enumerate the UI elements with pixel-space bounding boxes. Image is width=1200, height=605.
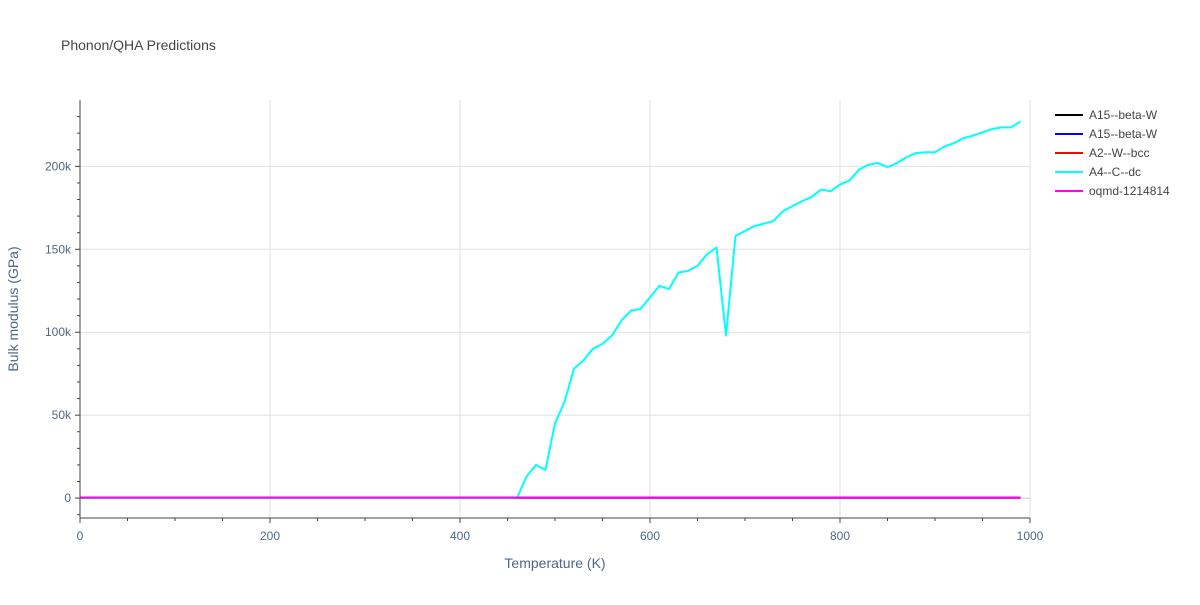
x-tick-label: 0	[77, 529, 84, 543]
grid	[80, 100, 1031, 518]
legend[interactable]: A15--beta-W A15--beta-W A2--W--bcc A4--C--d…	[1055, 108, 1170, 198]
x-tick-label: 200	[260, 529, 280, 543]
x-tick-label: 600	[640, 529, 660, 543]
legend-item[interactable]: A15--beta-W	[1055, 127, 1158, 141]
legend-label: A2--W--bcc	[1089, 146, 1149, 160]
series-line-a4-c-dc-3[interactable]	[80, 120, 1022, 500]
axes: 0 200 400 600 800 1000 0 50k 100k 150k 200k	[45, 100, 1044, 543]
y-tick-label: 100k	[45, 325, 72, 339]
x-tick-label: 800	[830, 529, 850, 543]
y-tick-label: 200k	[45, 159, 72, 173]
x-axis-label: Temperature (K)	[504, 555, 605, 571]
legend-label: A15--beta-W	[1089, 127, 1158, 141]
chart-title: Phonon/QHA Predictions	[61, 37, 216, 53]
series-layer	[80, 120, 1022, 500]
x-tick-label: 400	[450, 529, 470, 543]
legend-item[interactable]: oqmd-1214814	[1055, 184, 1170, 198]
legend-item[interactable]: A2--W--bcc	[1055, 146, 1149, 160]
legend-label: A4--C--dc	[1089, 165, 1141, 179]
y-tick-label: 50k	[52, 408, 72, 422]
legend-label: A15--beta-W	[1089, 108, 1158, 122]
legend-item[interactable]: A15--beta-W	[1055, 108, 1158, 122]
legend-label: oqmd-1214814	[1089, 184, 1170, 198]
x-tick-label: 1000	[1017, 529, 1044, 543]
legend-item[interactable]: A4--C--dc	[1055, 165, 1141, 179]
y-tick-label: 150k	[45, 242, 72, 256]
y-tick-label: 0	[64, 491, 71, 505]
y-axis-label: Bulk modulus (GPa)	[5, 246, 21, 371]
